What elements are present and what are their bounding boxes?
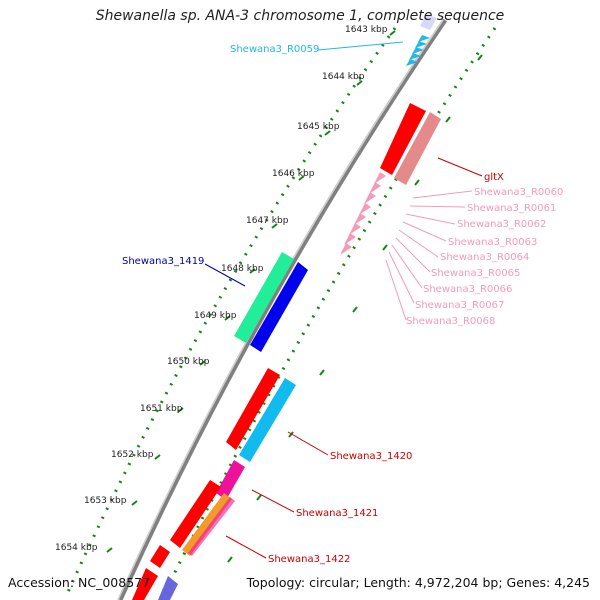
tick-label: 1648 kbp xyxy=(221,264,264,274)
faint-feature xyxy=(420,14,437,30)
tick-label: 1643 kbp xyxy=(345,25,388,35)
label-r0065: Shewana3_R0065 xyxy=(431,268,520,279)
tick-label: 1644 kbp xyxy=(322,72,365,82)
label-r0063: Shewana3_R0063 xyxy=(448,237,537,248)
tick-label: 1650 kbp xyxy=(167,357,210,367)
label-r0068: Shewana3_R0068 xyxy=(406,316,495,327)
cds-green xyxy=(234,252,294,343)
tick-ring-right xyxy=(163,27,497,593)
gene-1421-magenta xyxy=(216,460,245,500)
cds-red-3 xyxy=(170,480,221,548)
tick-label: 1645 kbp xyxy=(297,122,340,132)
gene-1422-orange xyxy=(182,493,232,556)
tick-label: 1646 kbp xyxy=(272,169,315,179)
label-r0064: Shewana3_R0064 xyxy=(440,252,529,263)
label-1420: Shewana3_1420 xyxy=(330,451,412,462)
label-1421: Shewana3_1421 xyxy=(296,508,378,519)
backbone xyxy=(117,18,448,600)
label-1422: Shewana3_1422 xyxy=(268,554,350,565)
label-r0062: Shewana3_R0062 xyxy=(457,219,546,230)
cds-red-1 xyxy=(380,103,426,175)
tick-label: 1654 kbp xyxy=(55,543,98,553)
callout-lines xyxy=(204,41,483,559)
gltx-gene xyxy=(394,112,441,185)
label-r0067: Shewana3_R0067 xyxy=(415,300,504,311)
map-title: Shewanella sp. ANA-3 chromosome 1, compl… xyxy=(95,8,505,24)
ring-dashes xyxy=(227,54,483,563)
label-r0061: Shewana3_R0061 xyxy=(467,203,556,214)
accession-label: Accession: NC_008577 xyxy=(8,575,151,590)
label-1419: Shewana3_1419 xyxy=(122,256,204,267)
cds-red-4 xyxy=(150,545,170,568)
topology-summary: Topology: circular; Length: 4,972,204 bp… xyxy=(246,575,590,590)
cds-red-2 xyxy=(226,368,280,450)
tick-ring-left xyxy=(66,27,397,593)
gene-1419 xyxy=(250,262,308,352)
ring-dashes-left xyxy=(106,30,396,553)
label-r0066: Shewana3_R0066 xyxy=(423,284,512,295)
cds-red-5 xyxy=(132,568,158,600)
gene-1422-magenta xyxy=(188,497,235,556)
tick-label: 1652 kbp xyxy=(111,450,154,460)
label-r0060: Shewana3_R0060 xyxy=(474,187,563,198)
tick-label: 1651 kbp xyxy=(140,404,183,414)
tick-label: 1647 kbp xyxy=(246,216,289,226)
tick-label: 1649 kbp xyxy=(194,311,237,321)
tick-label: 1653 kbp xyxy=(84,496,127,506)
label-r0059: Shewana3_R0059 xyxy=(230,44,319,55)
trna-cluster-r0059 xyxy=(406,35,430,66)
label-gltx: gltX xyxy=(484,172,504,183)
rrna-cluster xyxy=(340,172,386,255)
gene-1420-cyan xyxy=(239,378,296,462)
gene-purple xyxy=(158,576,178,600)
